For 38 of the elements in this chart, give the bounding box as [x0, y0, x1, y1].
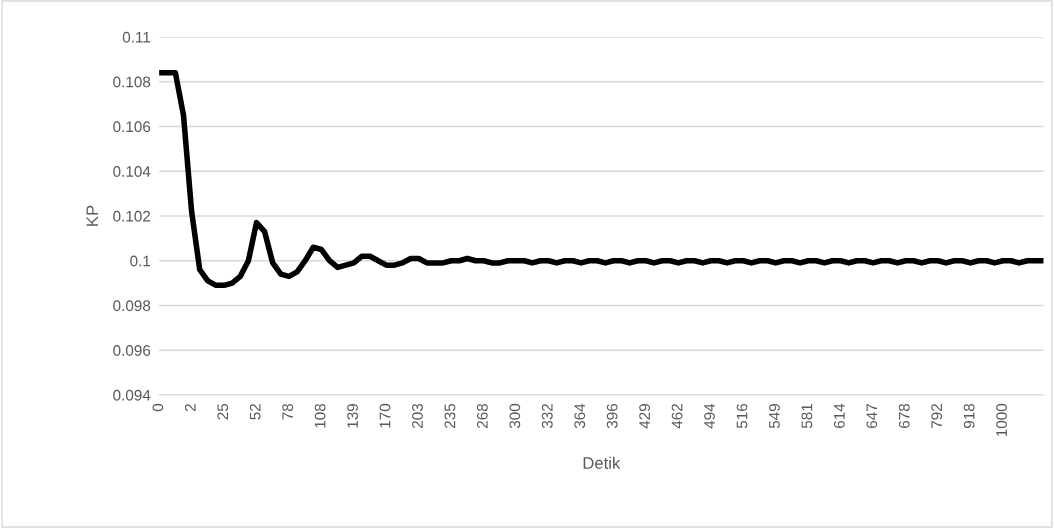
x-tick-label: 364: [574, 403, 586, 429]
x-tick-label: 108: [314, 403, 326, 428]
x-tick-label: 918: [963, 403, 975, 429]
x-tick-label: 1000: [996, 403, 1007, 437]
x-tick-label: 462: [671, 404, 683, 429]
x-tick-label: 549: [769, 404, 780, 429]
x-tick-label: 300: [509, 403, 521, 429]
y-tick-label: 0.096: [113, 345, 151, 356]
x-tick-label: 25: [217, 403, 229, 420]
x-tick-label: 678: [898, 403, 910, 428]
x-axis-title: Detik: [583, 456, 621, 469]
y-tick-label: 0.108: [113, 76, 151, 88]
x-tick-label: 78: [282, 403, 294, 420]
x-tick-label: 792: [931, 404, 943, 428]
y-tick-label: 0.106: [113, 121, 151, 133]
x-tick-label: 0: [152, 403, 164, 412]
y-tick-label: 0.094: [113, 389, 151, 401]
x-tick-label: 52: [249, 404, 261, 420]
x-tick-label: 139: [347, 404, 358, 428]
y-tick-label: 0.1: [130, 255, 151, 267]
y-tick-label: 0.098: [113, 300, 151, 312]
x-tick-label: 170: [379, 403, 391, 428]
x-tick-label: 235: [444, 403, 456, 428]
x-tick-label: 614: [833, 403, 845, 428]
x-tick-label: 647: [866, 404, 878, 428]
y-axis-title: KP: [86, 205, 99, 226]
x-tick-label: 429: [639, 404, 651, 429]
x-tick-label: 268: [476, 403, 488, 428]
x-tick-label: 332: [541, 404, 553, 429]
y-tick-label: 0.104: [113, 166, 151, 177]
x-tick-label: 516: [736, 403, 748, 429]
x-tick-label: 581: [801, 404, 813, 429]
y-tick-label: 0.11: [122, 31, 151, 43]
x-tick-label: 396: [606, 403, 618, 429]
y-tick-label: 0.102: [113, 210, 151, 222]
x-tick-label: 203: [412, 403, 423, 428]
x-tick-label: 494: [704, 403, 715, 429]
x-tick-label: 2: [184, 404, 196, 411]
